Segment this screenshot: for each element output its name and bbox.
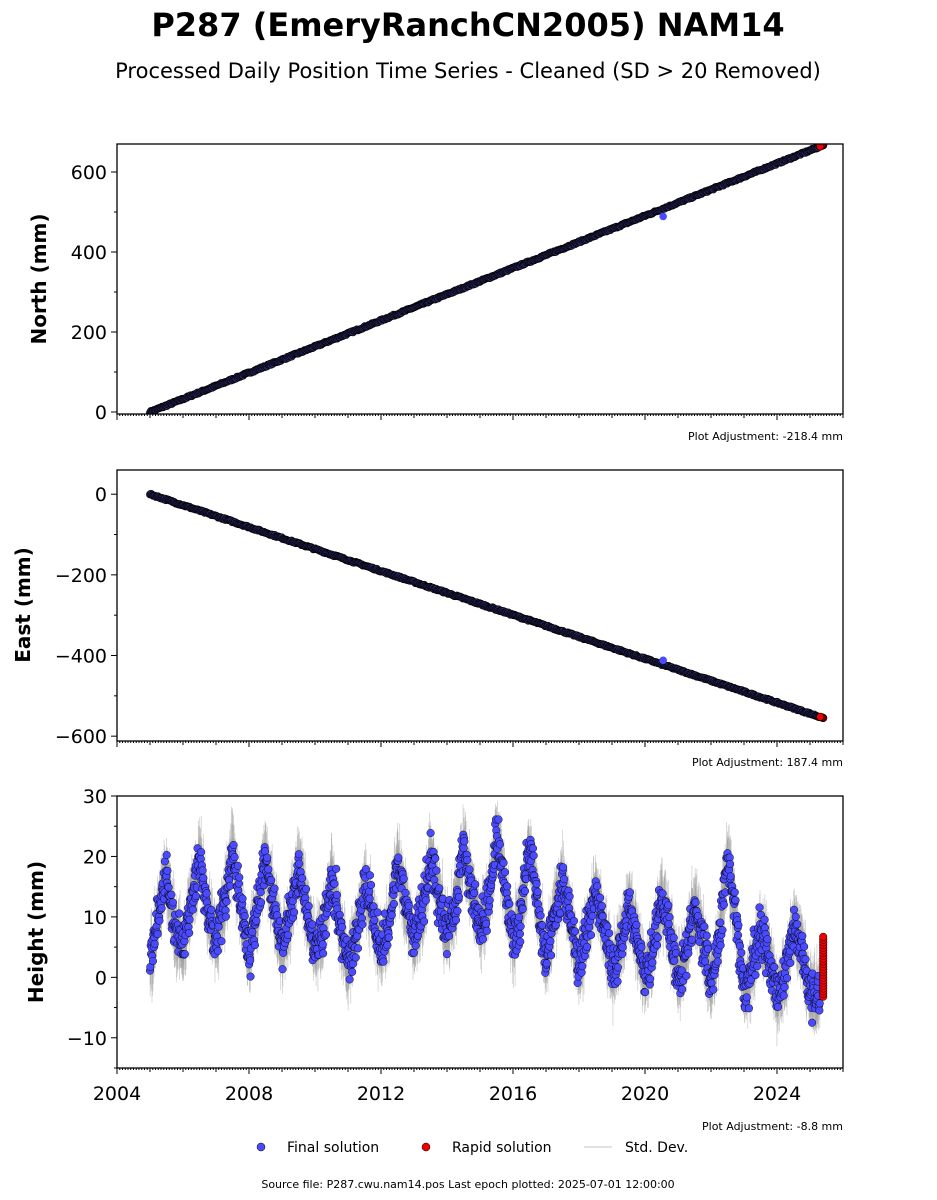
figure-title: P287 (EmeryRanchCN2005) NAM14 bbox=[151, 6, 784, 44]
x-ticks bbox=[116, 414, 844, 420]
y-tick-label: 600 bbox=[71, 162, 107, 184]
final-outlier-point bbox=[659, 212, 667, 221]
y-ticks bbox=[111, 493, 117, 737]
y-tick-label: 0 bbox=[95, 402, 107, 424]
y-tick-label: 200 bbox=[71, 322, 107, 344]
y-tick-label: −200 bbox=[55, 565, 107, 587]
east-panel: 0 −200 −400 −600 bbox=[55, 469, 844, 748]
y-ticks bbox=[111, 171, 117, 413]
north-panel: 0 200 400 600 bbox=[71, 143, 844, 424]
final-solution-points bbox=[146, 489, 824, 722]
final-outlier-point bbox=[659, 656, 667, 665]
y-tick-label: 0 bbox=[95, 484, 107, 506]
rapid-point bbox=[816, 144, 825, 151]
figure-subtitle: Processed Daily Position Time Series - C… bbox=[115, 59, 821, 83]
x-ticks bbox=[116, 741, 844, 747]
rapid-solution-points bbox=[816, 144, 828, 151]
rapid-solution-points bbox=[816, 712, 828, 723]
y-tick-label: 400 bbox=[71, 242, 107, 264]
y-tick-label: −600 bbox=[55, 726, 107, 748]
rapid-point bbox=[816, 712, 825, 721]
final-solution-points bbox=[146, 144, 824, 414]
y-tick-label: −400 bbox=[55, 646, 107, 668]
